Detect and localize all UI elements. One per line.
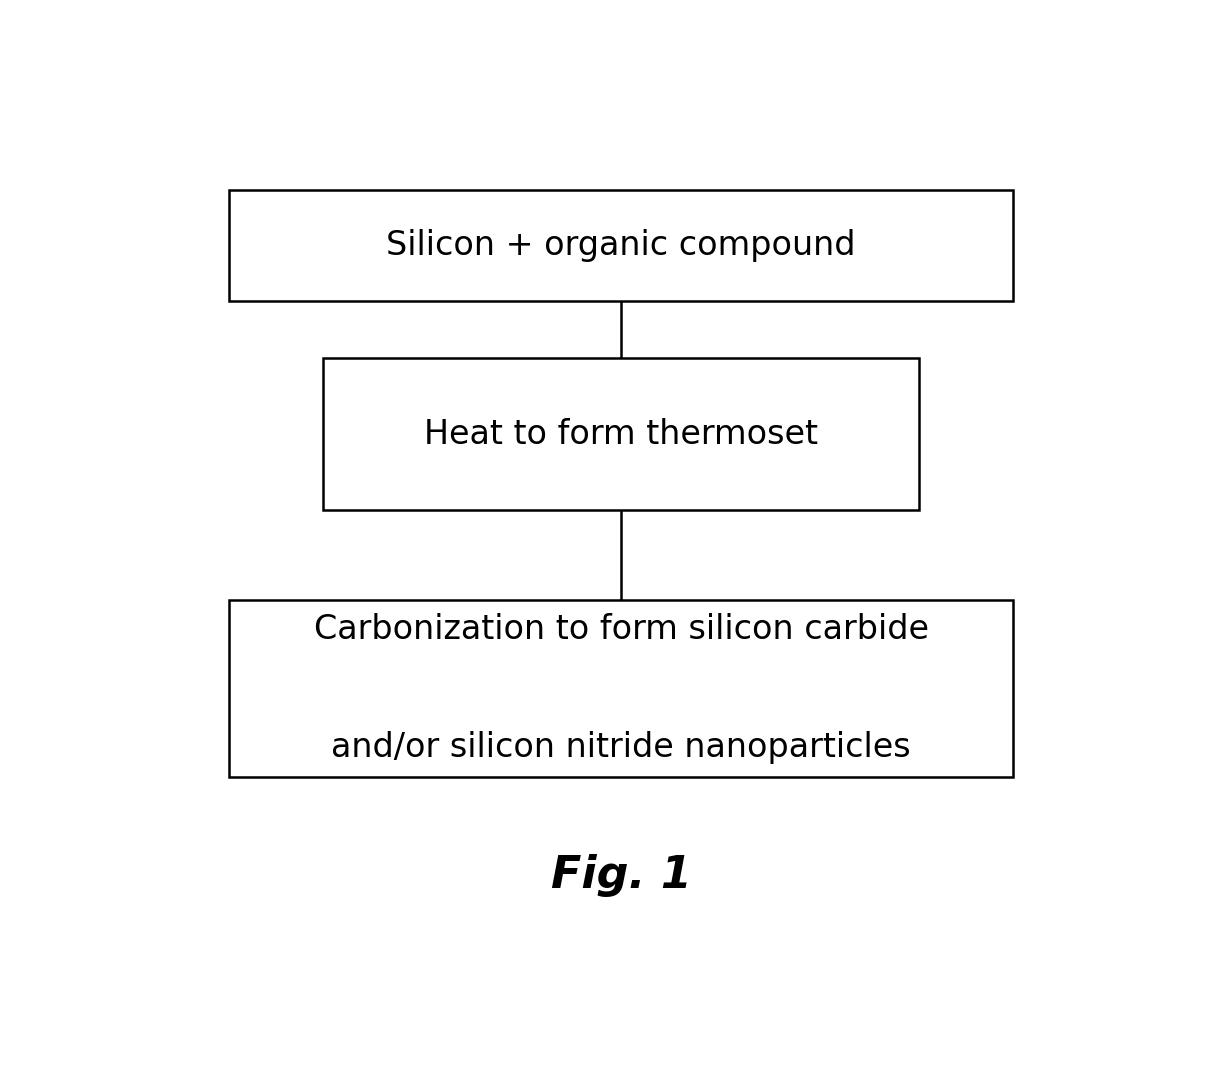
Text: Carbonization to form silicon carbide

and/or silicon nitride nanoparticles: Carbonization to form silicon carbide an…: [314, 614, 928, 764]
Bar: [229, 190, 1013, 301]
Bar: [324, 359, 919, 510]
Text: Silicon + organic compound: Silicon + organic compound: [387, 228, 856, 261]
Text: Heat to form thermoset: Heat to form thermoset: [424, 417, 818, 450]
Bar: [229, 601, 1013, 777]
Text: Fig. 1: Fig. 1: [550, 855, 692, 897]
